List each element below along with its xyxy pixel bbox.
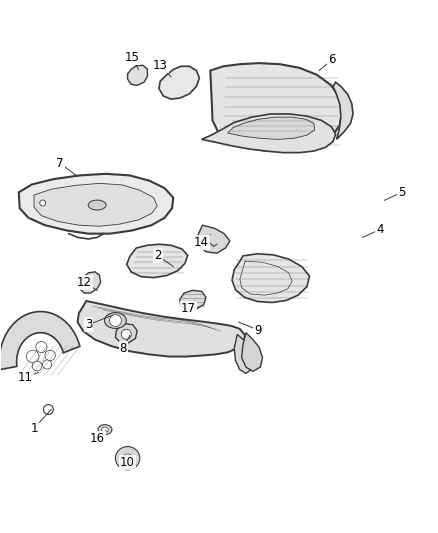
Ellipse shape (120, 454, 134, 469)
Text: 15: 15 (124, 51, 139, 64)
Polygon shape (0, 312, 80, 370)
Polygon shape (201, 114, 336, 152)
Text: 2: 2 (154, 249, 162, 262)
Text: 16: 16 (90, 432, 105, 445)
Polygon shape (210, 63, 342, 151)
Ellipse shape (102, 427, 109, 432)
Text: 13: 13 (153, 59, 168, 72)
Text: 11: 11 (18, 371, 33, 384)
Circle shape (110, 314, 121, 327)
Ellipse shape (105, 312, 126, 328)
Circle shape (40, 200, 46, 206)
Text: 12: 12 (77, 276, 92, 289)
Polygon shape (159, 66, 199, 99)
Circle shape (85, 281, 92, 289)
Polygon shape (116, 324, 137, 343)
Text: 3: 3 (85, 318, 92, 331)
Text: 5: 5 (398, 186, 406, 199)
Text: 17: 17 (181, 302, 196, 316)
Circle shape (36, 342, 47, 352)
Text: 9: 9 (254, 324, 262, 336)
Polygon shape (242, 333, 262, 372)
Circle shape (45, 350, 55, 361)
Polygon shape (333, 82, 353, 140)
Circle shape (32, 361, 42, 371)
Polygon shape (78, 301, 245, 357)
Polygon shape (19, 174, 173, 233)
Text: 1: 1 (30, 422, 38, 434)
Polygon shape (34, 183, 157, 226)
Text: 4: 4 (376, 223, 384, 236)
Circle shape (42, 360, 52, 369)
Circle shape (121, 329, 131, 340)
Ellipse shape (116, 447, 140, 470)
Polygon shape (228, 117, 315, 140)
Polygon shape (234, 334, 254, 374)
Ellipse shape (88, 200, 106, 210)
Circle shape (43, 405, 53, 415)
Polygon shape (127, 244, 187, 278)
Circle shape (26, 350, 39, 363)
Text: 10: 10 (120, 456, 135, 469)
Polygon shape (180, 290, 206, 310)
Text: 8: 8 (120, 342, 127, 355)
Polygon shape (79, 272, 101, 293)
Polygon shape (232, 254, 310, 303)
Polygon shape (197, 225, 230, 253)
Text: 7: 7 (57, 157, 64, 169)
Ellipse shape (98, 425, 112, 434)
Text: 14: 14 (194, 236, 209, 249)
Text: 6: 6 (328, 53, 336, 67)
Polygon shape (127, 65, 148, 85)
